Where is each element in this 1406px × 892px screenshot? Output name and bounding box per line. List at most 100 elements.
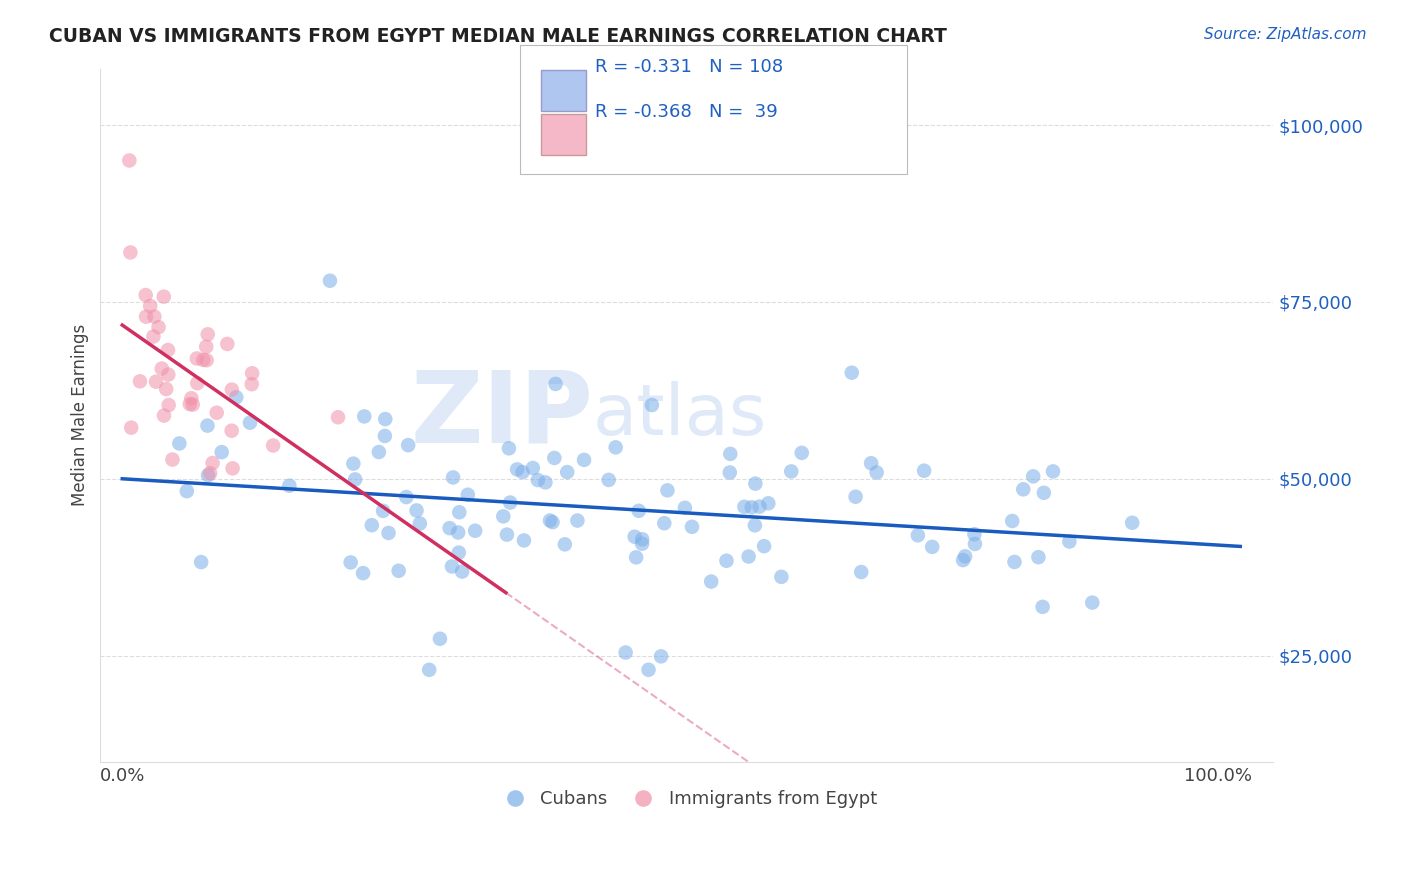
Point	[221, 461, 243, 475]
Point	[225, 390, 247, 404]
Point	[319, 274, 342, 288]
Point	[371, 504, 394, 518]
Point	[326, 410, 349, 425]
Text: CUBAN VS IMMIGRANTS FROM EGYPT MEDIAN MALE EARNINGS CORRELATION CHART: CUBAN VS IMMIGRANTS FROM EGYPT MEDIAN MA…	[49, 27, 948, 45]
Point	[921, 540, 943, 554]
Point	[221, 383, 243, 397]
Point	[186, 376, 208, 391]
Point	[162, 452, 184, 467]
Point	[627, 504, 650, 518]
Point	[572, 453, 595, 467]
Point	[197, 418, 219, 433]
Point	[157, 368, 180, 382]
Point	[447, 546, 470, 560]
Point	[190, 555, 212, 569]
Point	[1042, 464, 1064, 478]
Point	[752, 539, 775, 553]
Point	[360, 518, 382, 533]
Point	[367, 445, 389, 459]
Point	[1022, 469, 1045, 483]
Text: ZIP: ZIP	[411, 367, 593, 464]
Point	[1081, 596, 1104, 610]
Point	[1121, 516, 1143, 530]
Point	[201, 456, 224, 470]
Point	[641, 398, 664, 412]
Point	[598, 473, 620, 487]
Text: R = -0.331   N = 108: R = -0.331 N = 108	[595, 58, 783, 76]
Point	[129, 374, 152, 388]
Point	[374, 429, 396, 443]
Y-axis label: Median Male Earnings: Median Male Earnings	[72, 324, 89, 507]
Point	[181, 398, 204, 412]
Point	[790, 446, 813, 460]
Point	[555, 465, 578, 479]
Point	[135, 288, 157, 302]
Point	[512, 465, 534, 479]
Point	[156, 343, 179, 357]
Point	[145, 375, 167, 389]
Point	[652, 516, 675, 531]
Point	[395, 490, 418, 504]
Point	[841, 366, 863, 380]
Point	[1004, 555, 1026, 569]
Point	[169, 436, 191, 450]
Point	[197, 327, 219, 342]
Point	[624, 550, 647, 565]
Point	[396, 438, 419, 452]
Point	[221, 424, 243, 438]
Point	[451, 565, 474, 579]
Point	[716, 554, 738, 568]
Point	[374, 412, 396, 426]
Point	[737, 549, 759, 564]
Point	[522, 461, 544, 475]
Text: R = -0.368   N =  39: R = -0.368 N = 39	[595, 103, 778, 120]
Point	[506, 462, 529, 476]
Point	[1032, 599, 1054, 614]
Point	[953, 549, 976, 564]
Point	[439, 521, 461, 535]
Point	[135, 310, 157, 324]
Point	[344, 472, 367, 486]
Point	[1032, 485, 1054, 500]
Point	[418, 663, 440, 677]
Point	[567, 514, 589, 528]
Point	[681, 520, 703, 534]
Point	[464, 524, 486, 538]
Point	[499, 495, 522, 509]
Point	[198, 467, 221, 481]
Point	[195, 340, 218, 354]
Point	[405, 503, 427, 517]
Point	[866, 466, 889, 480]
Point	[262, 438, 284, 452]
Point	[513, 533, 536, 548]
Point	[1028, 550, 1050, 565]
Point	[534, 475, 557, 490]
Point	[907, 528, 929, 542]
Point	[195, 353, 218, 368]
Point	[342, 457, 364, 471]
Point	[780, 464, 803, 478]
Point	[544, 376, 567, 391]
Point	[155, 382, 177, 396]
Point	[353, 409, 375, 424]
Point	[1001, 514, 1024, 528]
Point	[605, 440, 627, 454]
Point	[240, 377, 263, 392]
Text: atlas: atlas	[593, 381, 768, 450]
Point	[339, 556, 361, 570]
Point	[631, 533, 654, 547]
Point	[1012, 483, 1035, 497]
Point	[211, 445, 233, 459]
Point	[143, 310, 166, 324]
Point	[429, 632, 451, 646]
Point	[554, 537, 576, 551]
Point	[631, 537, 654, 551]
Point	[741, 500, 763, 515]
Point	[239, 416, 262, 430]
Point	[205, 406, 228, 420]
Point	[614, 646, 637, 660]
Point	[623, 530, 645, 544]
Point	[845, 490, 868, 504]
Point	[770, 570, 793, 584]
Point	[748, 500, 770, 514]
